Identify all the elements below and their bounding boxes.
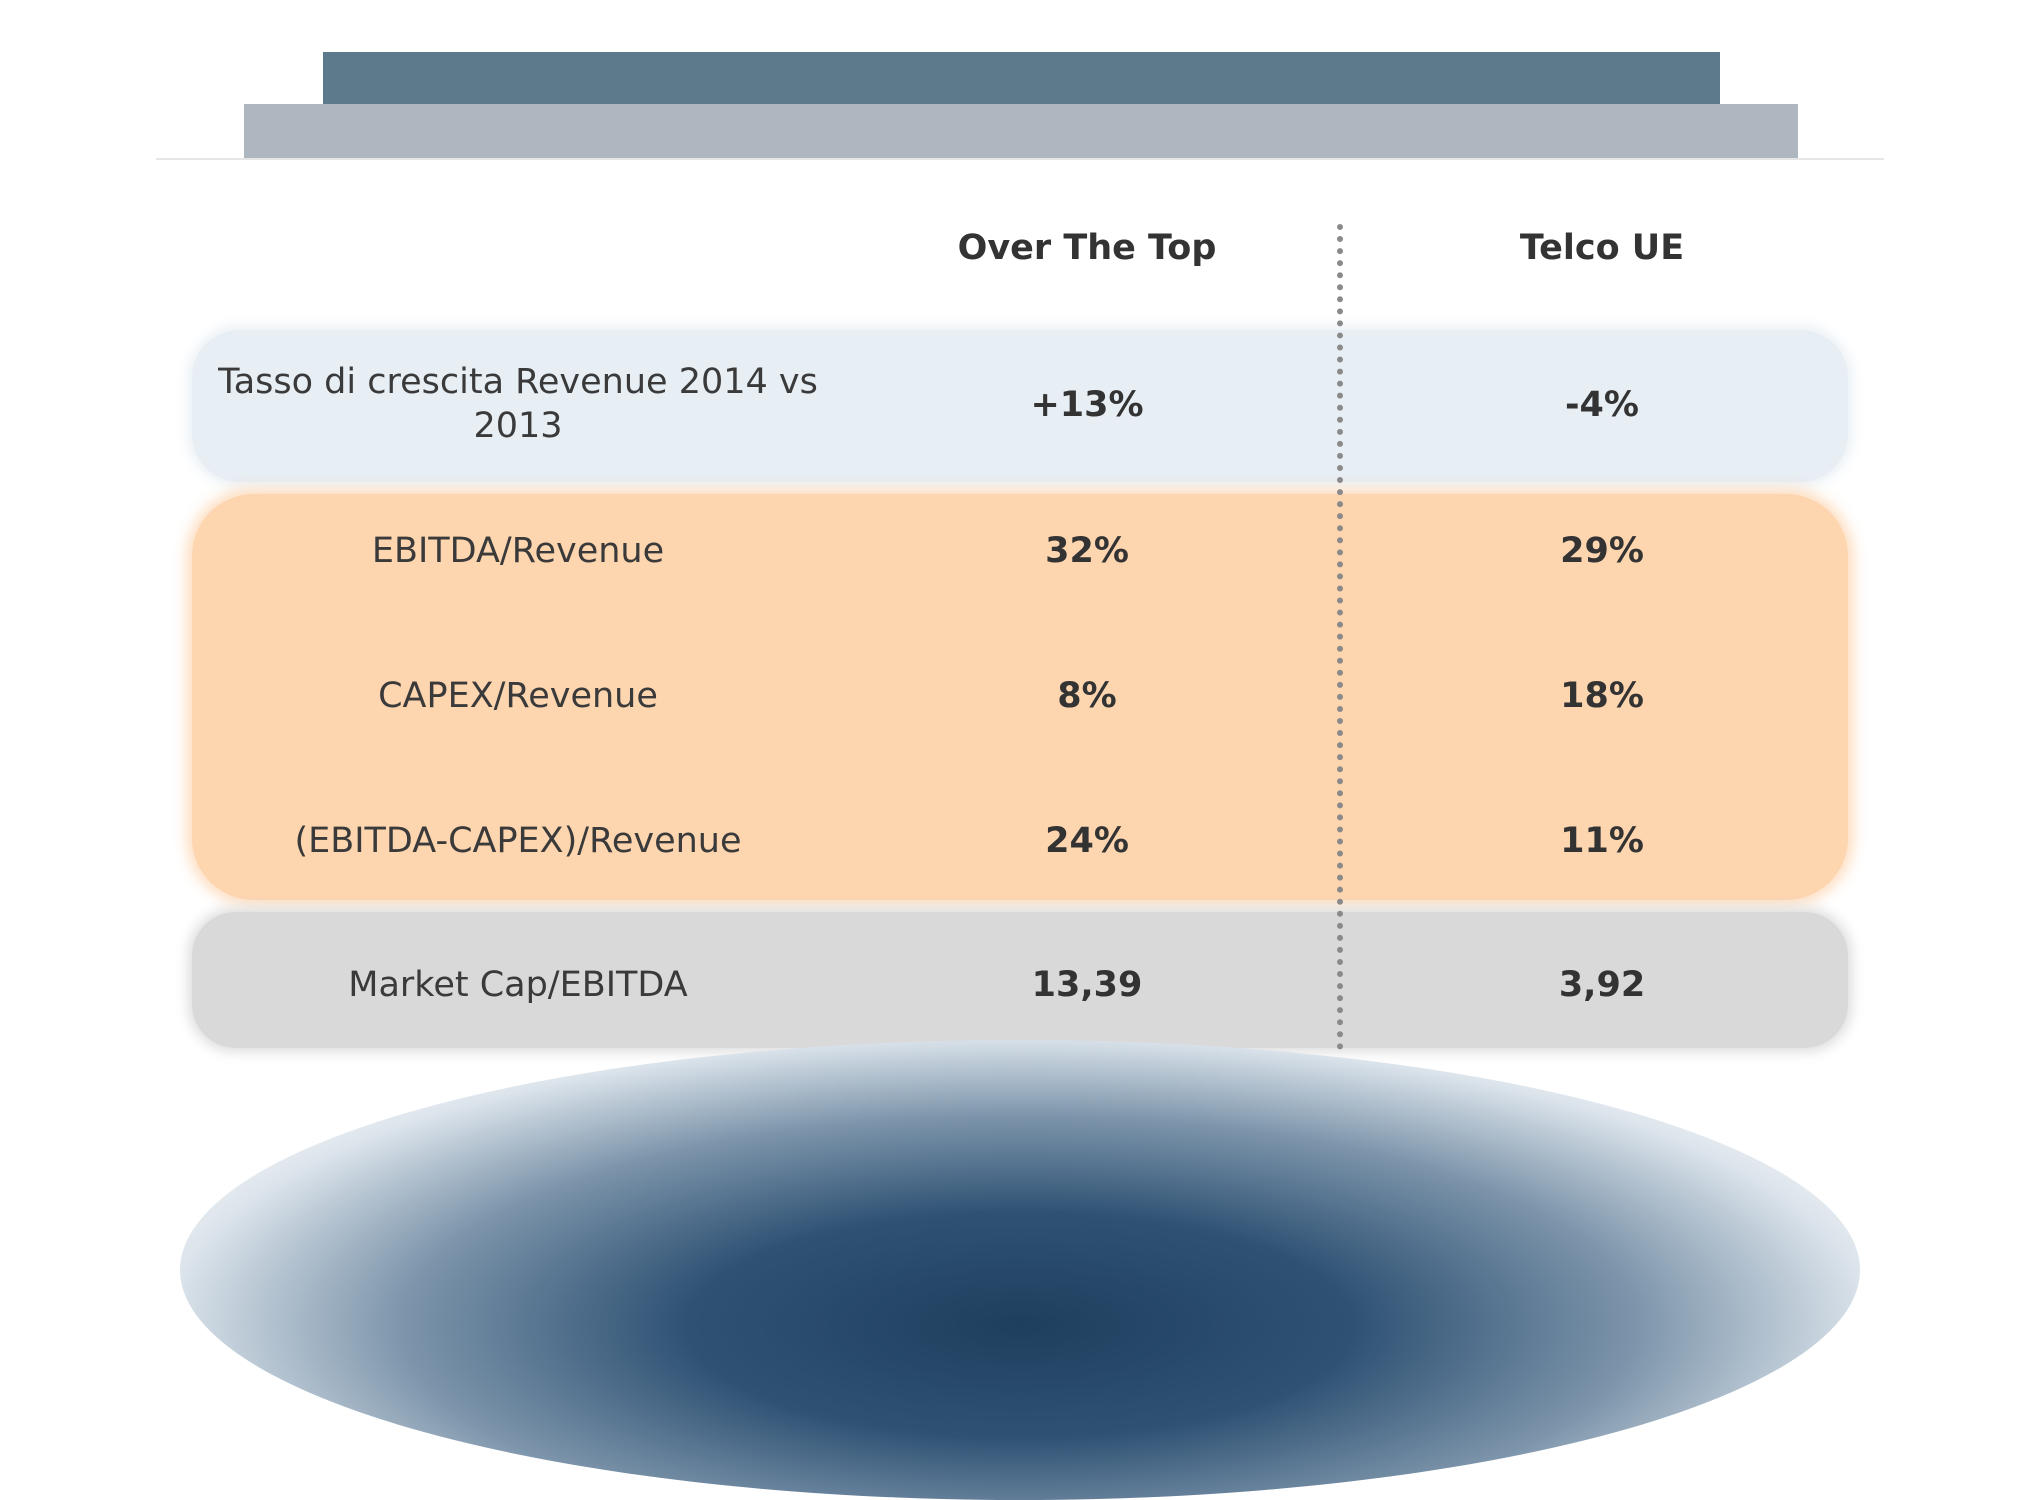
row-label-capex-revenue: CAPEX/Revenue: [378, 676, 658, 716]
value-ott-ebitda-revenue: 32%: [1045, 531, 1129, 571]
value-ott-capex-revenue: 8%: [1057, 676, 1117, 716]
row-band-margins: [192, 494, 1848, 900]
value-telco-market-cap-ebitda: 3,92: [1558, 965, 1646, 1005]
column-divider-dotted: [1337, 224, 1343, 1050]
header-divider-line: [156, 158, 1884, 160]
row-label-revenue-growth: Tasso di crescita Revenue 2014 vs 2013: [218, 362, 818, 446]
column-header-over-the-top: Over The Top: [957, 228, 1217, 268]
row-label-ebitda-revenue: EBITDA/Revenue: [371, 531, 665, 571]
row-label-ebitda-minus-capex-revenue: (EBITDA-CAPEX)/Revenue: [294, 821, 742, 861]
value-telco-ebitda-minus-capex: 11%: [1560, 821, 1644, 861]
column-header-telco-ue: Telco UE: [1519, 228, 1685, 268]
value-telco-revenue-growth: -4%: [1565, 385, 1639, 425]
header-bar-light: [244, 104, 1798, 158]
value-ott-revenue-growth: +13%: [1030, 385, 1144, 425]
row-band-growth: [192, 330, 1848, 482]
bottom-gradient-glow: [180, 1040, 1860, 1500]
value-ott-ebitda-minus-capex: 24%: [1045, 821, 1129, 861]
row-label-market-cap-ebitda: Market Cap/EBITDA: [348, 965, 688, 1005]
value-ott-market-cap-ebitda: 13,39: [1031, 965, 1143, 1005]
value-telco-ebitda-revenue: 29%: [1560, 531, 1644, 571]
value-telco-capex-revenue: 18%: [1560, 676, 1644, 716]
row-band-valuation: [192, 912, 1848, 1048]
header-bar-dark: [323, 52, 1720, 106]
